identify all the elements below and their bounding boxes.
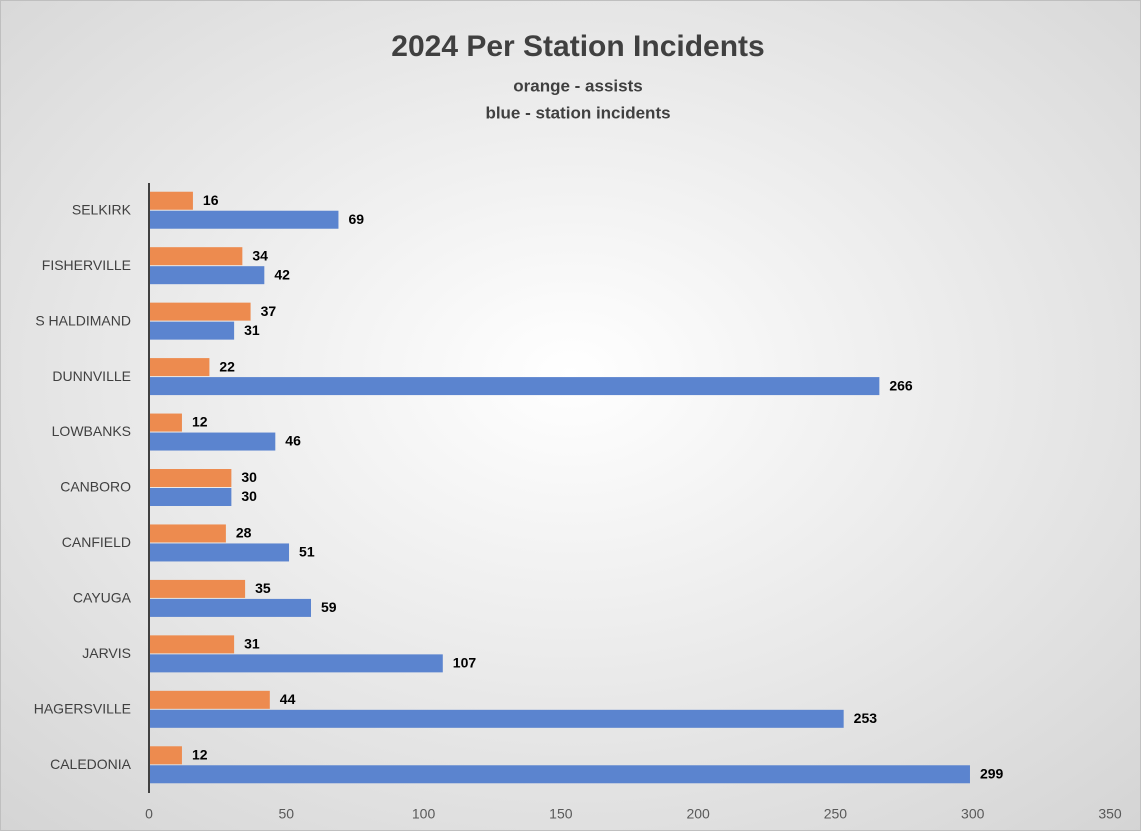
- y-tick-label: FISHERVILLE: [42, 257, 131, 273]
- y-tick-label: CANBORO: [60, 479, 131, 495]
- data-label: 35: [255, 580, 271, 596]
- chart-subtitle: orange - assists: [513, 76, 642, 95]
- x-tick-label: 250: [824, 806, 848, 822]
- data-label: 253: [854, 710, 878, 726]
- y-tick-label: S HALDIMAND: [35, 312, 131, 328]
- x-tick-label: 50: [278, 806, 294, 822]
- bar: [149, 709, 844, 728]
- data-label: 31: [244, 322, 260, 338]
- data-label: 30: [241, 469, 257, 485]
- y-tick-label: CANFIELD: [62, 534, 131, 550]
- bar: [149, 413, 182, 432]
- bar: [149, 247, 243, 266]
- bar: [149, 210, 339, 229]
- bar: [149, 191, 193, 210]
- bar: [149, 302, 251, 321]
- chart-subtitle: blue - station incidents: [485, 103, 670, 122]
- y-tick-label: CALEDONIA: [50, 756, 132, 772]
- data-label: 59: [321, 599, 337, 615]
- data-label: 51: [299, 544, 315, 560]
- data-label: 22: [219, 358, 235, 374]
- data-label: 44: [280, 691, 296, 707]
- data-label: 266: [889, 377, 913, 393]
- bar: [149, 469, 232, 487]
- bar: [149, 635, 235, 654]
- bar: [149, 524, 226, 543]
- x-tick-label: 350: [1098, 806, 1122, 822]
- data-label: 299: [980, 765, 1004, 781]
- data-label: 16: [203, 192, 219, 208]
- bar: [149, 358, 210, 377]
- chart-title: 2024 Per Station Incidents: [391, 30, 764, 63]
- bar: [149, 321, 235, 340]
- data-label: 30: [241, 488, 257, 504]
- data-label: 46: [285, 433, 301, 449]
- bar: [149, 765, 970, 784]
- data-label: 37: [261, 303, 277, 319]
- data-label: 31: [244, 636, 260, 652]
- y-tick-label: HAGERSVILLE: [34, 701, 131, 717]
- y-tick-label: CAYUGA: [73, 590, 132, 606]
- y-tick-label: DUNNVILLE: [52, 368, 131, 384]
- y-tick-label: LOWBANKS: [52, 423, 131, 439]
- x-tick-label: 100: [412, 806, 436, 822]
- data-label: 12: [192, 414, 208, 430]
- x-tick-label: 300: [961, 806, 985, 822]
- data-label: 12: [192, 746, 208, 762]
- bar: [149, 543, 290, 562]
- y-tick-label: JARVIS: [82, 645, 131, 661]
- bar: [149, 488, 232, 506]
- data-label: 28: [236, 525, 252, 541]
- bar: [149, 377, 880, 396]
- bar: [149, 579, 246, 598]
- bar: [149, 598, 311, 617]
- bar: [149, 432, 276, 451]
- x-tick-label: 0: [145, 806, 153, 822]
- x-tick-label: 150: [549, 806, 573, 822]
- x-tick-label: 200: [686, 806, 710, 822]
- data-label: 69: [348, 211, 364, 227]
- data-label: 34: [252, 247, 268, 263]
- bar: [149, 654, 443, 673]
- bar: [149, 690, 270, 709]
- bar: [149, 746, 182, 765]
- bar: [149, 266, 265, 285]
- data-label: 107: [453, 655, 477, 671]
- y-tick-label: SELKIRK: [72, 201, 132, 217]
- data-label: 42: [274, 266, 290, 282]
